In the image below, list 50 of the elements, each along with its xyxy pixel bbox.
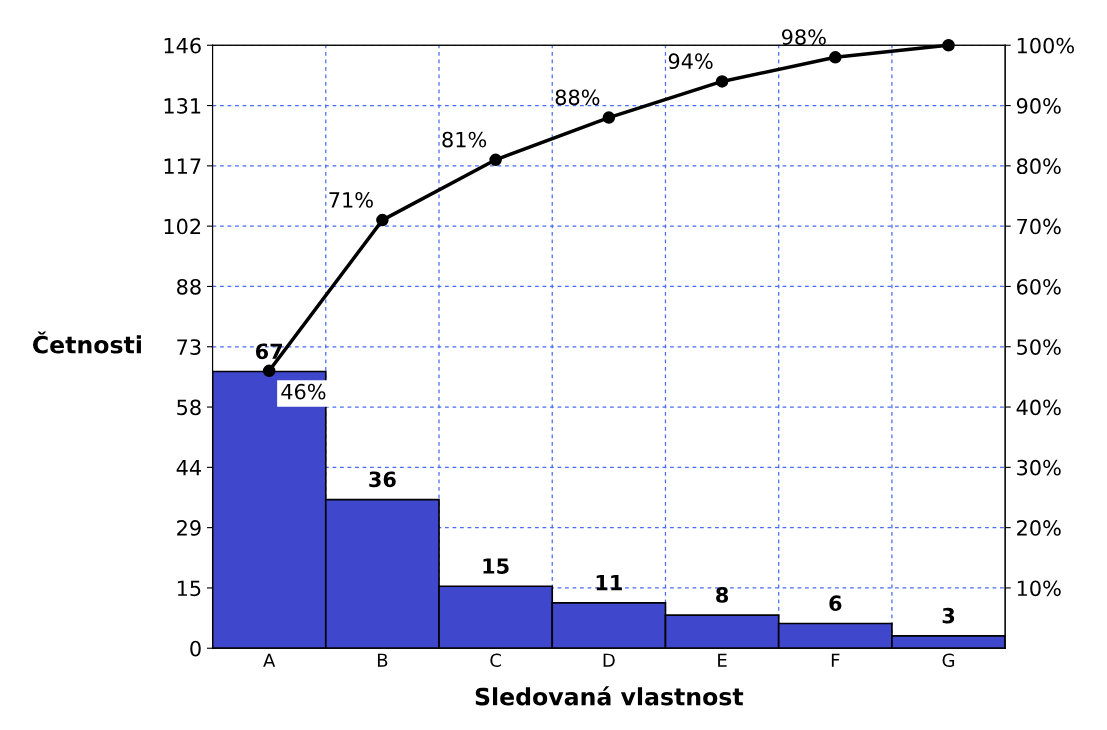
y-tick-label: 73 (177, 339, 201, 355)
data-label: 11 (596, 574, 622, 591)
x-tick-label: G (942, 653, 955, 668)
point (715, 75, 729, 88)
y2-tick-label: 20% (1017, 520, 1061, 536)
y-tick-label: 58 (177, 399, 201, 416)
y-tick-label: 88 (177, 278, 201, 295)
point (262, 364, 276, 378)
y2-tick-label: 90% (1016, 98, 1061, 114)
data-label: 6 (829, 595, 842, 612)
y-tick-label: 29 (177, 520, 201, 536)
y2-tick-label: 80% (1016, 158, 1061, 175)
point (376, 213, 389, 227)
x-tick-label: D (603, 653, 615, 667)
x-tick-label: A (263, 653, 276, 667)
y-tick-label: 146 (164, 37, 201, 54)
point (829, 51, 842, 64)
data-label: 36 (369, 471, 396, 488)
point (489, 153, 502, 167)
data-label: 8 (716, 587, 729, 603)
y-tick-label: 131 (164, 98, 201, 114)
y-tick-label: 44 (176, 460, 201, 476)
data-label: 81% (442, 131, 487, 148)
y-tick-label: 0 (190, 640, 201, 657)
y2-tick-label: 100% (1017, 37, 1074, 54)
data-label: 94% (668, 53, 713, 70)
y-tick-label: 15 (177, 580, 201, 597)
y-axis-title: Četnosti (33, 331, 141, 354)
x-tick-label: C (490, 653, 501, 668)
y2-tick-label: 60% (1017, 278, 1061, 295)
y-tick-label: 117 (164, 158, 201, 174)
data-label: 3 (942, 607, 955, 624)
x-tick-label: E (718, 653, 727, 667)
data-label: 67 (255, 343, 282, 360)
y2-tick-label: 30% (1017, 459, 1061, 476)
point (942, 39, 955, 52)
data-label: 71% (329, 192, 373, 208)
x-tick-label: F (831, 653, 840, 667)
y2-tick-label: 70% (1017, 218, 1061, 235)
data-label: 15 (483, 558, 509, 574)
data-label: 98% (781, 29, 826, 45)
y2-tick-label: 10% (1017, 580, 1061, 597)
x-axis-title: Sledovaná vlastnost (475, 686, 744, 706)
data-label: 88% (555, 89, 600, 106)
y2-tick-label: 40% (1016, 399, 1061, 416)
y2-tick-label: 50% (1017, 339, 1061, 355)
y-tick-label: 102 (164, 218, 201, 235)
point (602, 111, 616, 124)
data-label: 46% (281, 383, 326, 400)
x-tick-label: B (377, 653, 388, 667)
